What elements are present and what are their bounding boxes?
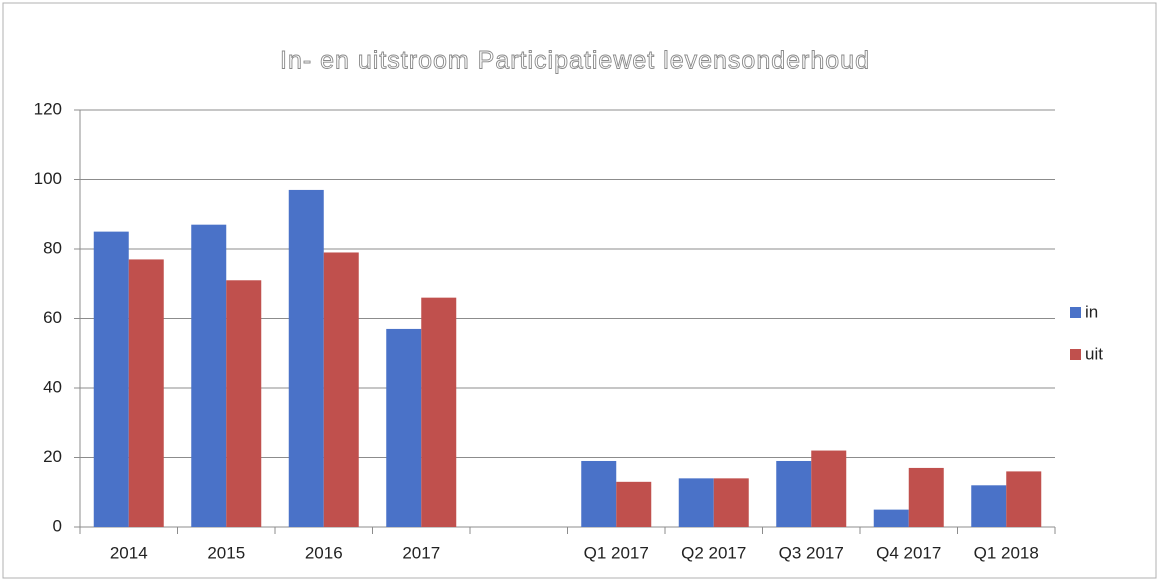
bar (616, 481, 652, 527)
x-tick-label: Q1 2017 (584, 543, 649, 562)
bar (386, 328, 422, 527)
bar (288, 189, 324, 528)
x-tick-label: Q2 2017 (681, 543, 746, 562)
y-tick-label: 20 (43, 447, 62, 466)
bar (776, 460, 812, 527)
bar (908, 467, 944, 527)
legend-swatch (1070, 349, 1081, 360)
y-tick-label: 100 (34, 169, 62, 188)
bar (581, 460, 617, 527)
bar (678, 478, 714, 527)
chart-title: In- en uitstroom Participatiewet levenso… (280, 47, 870, 75)
bar (421, 297, 457, 527)
bar (811, 450, 847, 527)
bar (323, 252, 359, 527)
x-tick-label: Q4 2017 (876, 543, 941, 562)
x-tick-label: 2016 (305, 543, 343, 562)
bar (713, 478, 749, 527)
bar (226, 280, 262, 527)
y-tick-label: 40 (43, 377, 62, 396)
bar (191, 224, 227, 528)
x-tick-label: 2017 (402, 543, 440, 562)
legend-label: uit (1085, 344, 1103, 363)
y-tick-label: 120 (34, 99, 62, 118)
x-tick-label: Q3 2017 (779, 543, 844, 562)
bar (971, 485, 1007, 527)
legend-label: in (1085, 302, 1098, 321)
y-tick-label: 0 (53, 516, 62, 535)
legend-swatch (1070, 307, 1081, 318)
bar (1006, 471, 1042, 527)
bar (873, 509, 909, 527)
bar (128, 259, 164, 527)
y-tick-label: 60 (43, 308, 62, 327)
bar (93, 231, 129, 527)
y-tick-label: 80 (43, 238, 62, 257)
x-tick-label: 2015 (207, 543, 245, 562)
x-tick-label: Q1 2018 (974, 543, 1039, 562)
x-tick-label: 2014 (110, 543, 148, 562)
